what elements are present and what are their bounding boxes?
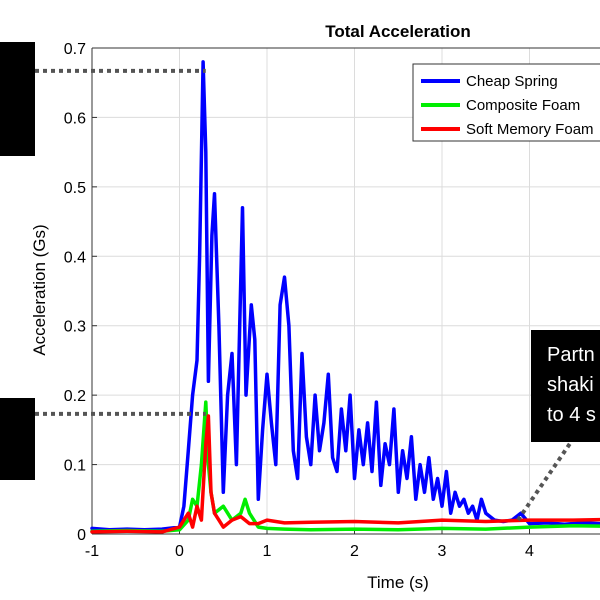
series-line-soft-memory-foam (90, 414, 600, 534)
callout-right-line-2: shaki (547, 374, 594, 396)
series-line-cheap-spring (90, 60, 600, 532)
y-axis-label: Acceleration (Gs) (30, 224, 49, 355)
y-tick-label: 0.7 (64, 41, 86, 58)
y-tick-label: 0.5 (64, 180, 86, 197)
y-tick-label: 0.6 (64, 110, 86, 127)
x-tick-label: 3 (438, 543, 447, 560)
x-tick-label: 2 (350, 543, 359, 560)
callout-right-line-1: Partn (547, 344, 595, 366)
callout-box-peak-left (0, 42, 35, 156)
x-axis-label: Time (s) (367, 573, 429, 592)
legend: Cheap Spring Composite Foam Soft Memory Fo… (412, 63, 600, 142)
y-tick-label: 0 (77, 527, 86, 544)
y-tick-label: 0.4 (64, 249, 86, 266)
callout-right-line-3: to 4 s (547, 404, 596, 426)
series-group (90, 60, 600, 534)
x-tick-label: -1 (85, 543, 99, 560)
grid (91, 47, 600, 535)
x-tick-label: 1 (263, 543, 272, 560)
legend-label: Soft Memory Foam (466, 121, 594, 138)
callout-pointer-line (516, 440, 573, 522)
legend-label: Cheap Spring (466, 73, 558, 90)
y-tick-label: 0.3 (64, 319, 86, 336)
chart-title: Total Acceleration (325, 22, 470, 41)
x-tick-label: 0 (175, 543, 184, 560)
callout-box-low-left (0, 398, 35, 480)
tick-labels: 00.10.20.30.40.50.60.7-1 0 1 2 3 4 (64, 41, 534, 560)
callout-box-right: Partn shaki to 4 s (531, 330, 600, 442)
x-tick-label: 4 (525, 543, 534, 560)
legend-label: Composite Foam (466, 97, 580, 114)
y-tick-label: 0.1 (64, 458, 86, 475)
y-tick-label: 0.2 (64, 388, 86, 405)
